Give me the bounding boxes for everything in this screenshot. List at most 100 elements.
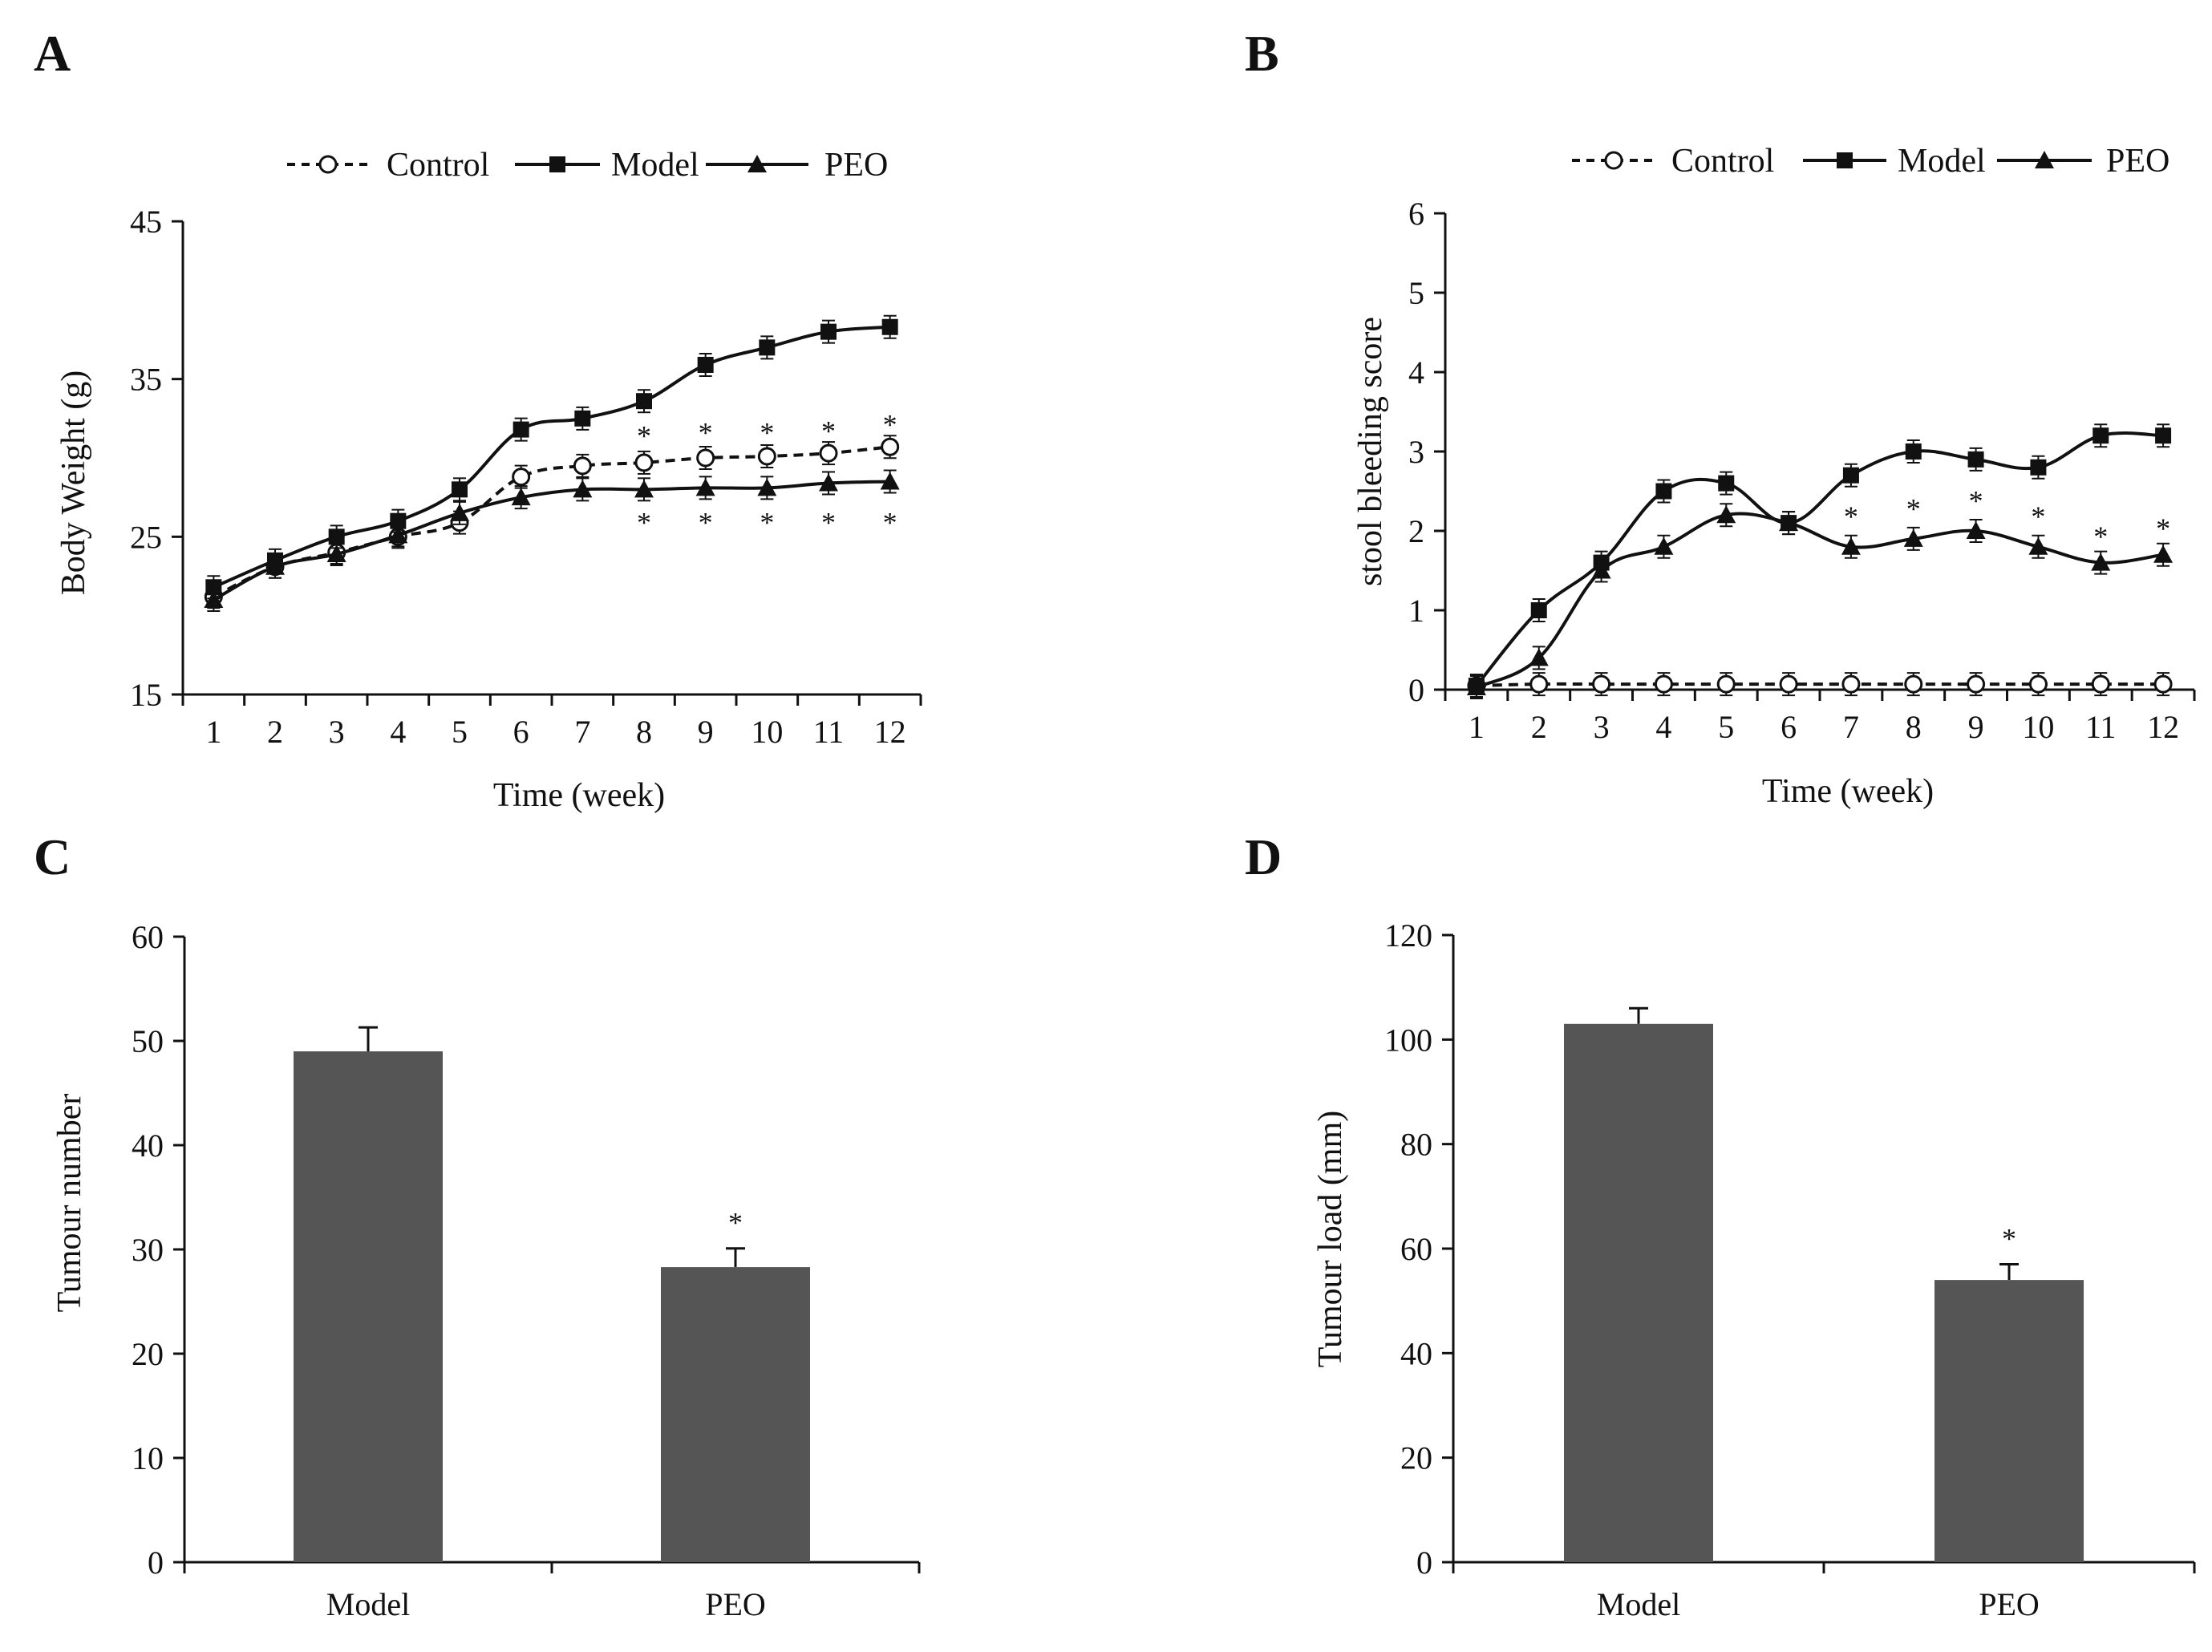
x-tick-label: 3 [329, 714, 345, 750]
data-point-model [2155, 427, 2172, 444]
y-tick-label: 50 [132, 1023, 164, 1059]
data-point-model [759, 339, 776, 356]
data-point-model [1905, 443, 1922, 460]
significance-star: * [2156, 512, 2170, 545]
data-point-model [205, 579, 222, 596]
legend-label-peo: PEO [824, 147, 888, 184]
data-point-control [634, 453, 654, 472]
data-point-control [757, 447, 776, 466]
significance-star: * [821, 507, 836, 539]
data-point-peo [573, 480, 593, 498]
data-point-model [512, 421, 529, 438]
data-point-control [1716, 674, 1736, 694]
data-point-control [881, 437, 900, 456]
x-tick-label: 4 [1655, 709, 1671, 745]
legend-label-control: Control [1671, 143, 1774, 180]
plot-area-d: 0 20 40 60 80 100 120 Model PEO * [1384, 917, 2196, 1622]
legend-label-model: Model [1898, 143, 1986, 180]
y-tick-label: 120 [1384, 917, 1432, 954]
series-line-peo [1476, 512, 2164, 689]
data-point-peo [819, 473, 838, 492]
y-tick-label: 0 [1408, 672, 1424, 708]
x-tick-label: 6 [513, 714, 529, 750]
significance-star: * [1844, 500, 1858, 532]
y-tick-label: 2 [1408, 513, 1424, 549]
x-tick-label: 5 [452, 714, 468, 750]
series-line-model [213, 325, 890, 589]
plot-area-c: 0 10 20 30 40 50 60 Model PEO * [132, 919, 921, 1622]
significance-star: * [821, 415, 836, 447]
x-tick-label: 5 [1718, 709, 1734, 745]
y-tick-label: 5 [1408, 275, 1424, 311]
y-tick-label: 6 [1408, 196, 1424, 232]
data-point-model [1842, 467, 1859, 484]
bar-model [294, 1051, 443, 1562]
y-tick-label: 4 [1408, 354, 1424, 391]
x-tick-label: 3 [1594, 709, 1610, 745]
significance-star: * [760, 507, 774, 539]
series-line-control [1476, 682, 2164, 688]
y-tick-label: 40 [1400, 1335, 1432, 1371]
significance-star: * [699, 417, 713, 449]
y-tick-label: 30 [132, 1232, 164, 1268]
data-point-model [452, 481, 468, 498]
y-tick-label: 45 [130, 204, 162, 240]
y-axis-title-d: Tumour load (mm) [1312, 1111, 1349, 1367]
legend-marker-control [318, 155, 338, 174]
data-point-peo [1466, 678, 1486, 696]
bar-model [1564, 1023, 1713, 1562]
x-tick-label: 10 [751, 714, 783, 750]
significance-star: * [883, 409, 897, 441]
legend-marker-control [1604, 151, 1623, 170]
x-tick-label: 8 [636, 714, 652, 750]
x-tick-label: 1 [205, 714, 221, 750]
data-point-model [328, 528, 345, 545]
series-line-model [1475, 431, 2164, 687]
data-point-control [696, 448, 715, 468]
significance-star: * [2031, 500, 2045, 532]
data-point-peo [1654, 536, 1674, 555]
y-tick-label: 40 [132, 1128, 164, 1164]
data-point-control [1904, 674, 1923, 694]
data-point-peo [1529, 648, 1549, 666]
data-point-control [2153, 674, 2173, 694]
x-tick-label: 2 [267, 714, 283, 750]
y-tick-label: 20 [1400, 1440, 1432, 1476]
significance-star: * [637, 420, 651, 452]
panel-label-d: D [1245, 828, 1282, 885]
data-point-model [1530, 602, 1547, 618]
data-point-model [636, 393, 652, 410]
legend-b: Control Model PEO [1572, 143, 2169, 180]
significance-star: * [2002, 1223, 2016, 1255]
legend-a: Control Model PEO [287, 147, 888, 184]
data-point-model [820, 323, 837, 340]
data-point-control [1841, 674, 1861, 694]
panel-label-a: A [34, 25, 71, 82]
x-tick-label: 2 [1531, 709, 1547, 745]
data-point-control [819, 443, 838, 463]
x-tick-label: 7 [1843, 709, 1859, 745]
data-point-control [2091, 674, 2110, 694]
data-point-control [2028, 674, 2048, 694]
legend-label-control: Control [387, 147, 489, 184]
y-tick-label: 60 [132, 919, 164, 955]
x-tick-label: 9 [698, 714, 714, 750]
significance-star: * [2093, 520, 2108, 553]
data-point-peo [1591, 561, 1611, 579]
data-point-control [1779, 674, 1798, 694]
x-tick-label: 11 [2085, 709, 2117, 745]
data-point-model [1655, 483, 1672, 500]
significance-star: * [699, 507, 713, 539]
y-axis-title-b: stool bleeding score [1352, 317, 1389, 586]
data-point-control [1967, 674, 1986, 694]
data-point-control [573, 456, 592, 476]
significance-star: * [637, 507, 651, 539]
significance-star: * [760, 417, 774, 449]
data-point-control [512, 468, 531, 487]
y-tick-label: 15 [130, 677, 162, 713]
y-tick-label: 35 [130, 362, 162, 398]
